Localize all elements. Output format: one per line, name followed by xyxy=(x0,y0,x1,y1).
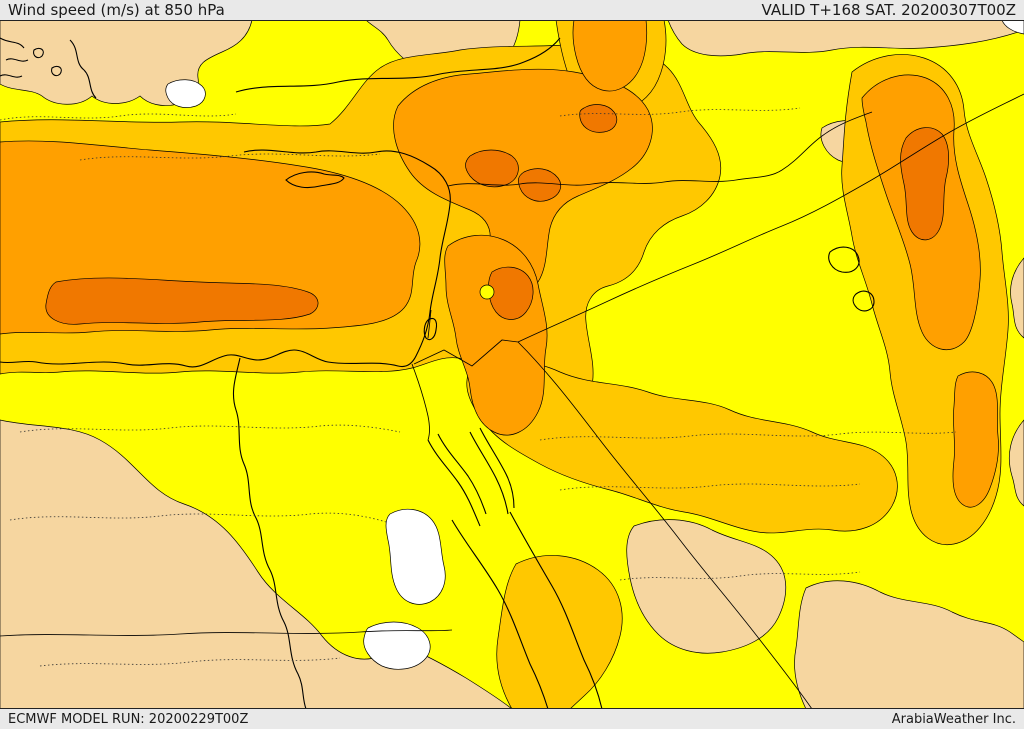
orange-region xyxy=(572,20,648,92)
nile-river xyxy=(232,357,307,709)
dark-orange-core xyxy=(45,277,319,325)
border-sinai-west xyxy=(411,363,430,441)
dotted-boundaries xyxy=(0,107,957,667)
yellow-eye-contour xyxy=(479,284,495,300)
border-jordan-valley xyxy=(427,309,432,339)
dead-sea xyxy=(423,317,438,341)
valid-time-label: VALID T+168 SAT. 20200307T00Z xyxy=(761,1,1016,19)
red-sea-coast xyxy=(427,427,603,709)
tan-region xyxy=(667,20,1024,57)
gold-region xyxy=(466,360,898,534)
tan-region xyxy=(626,519,787,654)
eastern-lakes xyxy=(828,246,875,312)
header-bar: Wind speed (m/s) at 850 hPa VALID T+168 … xyxy=(0,0,1024,20)
aegean-coast xyxy=(0,37,97,99)
wind-speed-contour-map xyxy=(0,20,1024,709)
border-egypt-sudan xyxy=(0,629,453,637)
dotted-line xyxy=(559,107,801,117)
border-jordan-saudi-zigzag xyxy=(413,339,519,367)
tan-region xyxy=(1010,257,1024,339)
tan-region xyxy=(1009,419,1024,507)
dark-orange-core xyxy=(518,168,562,202)
dark-orange-core xyxy=(465,149,519,188)
model-run-label: ECMWF MODEL RUN: 20200229T00Z xyxy=(8,711,249,727)
country-borders xyxy=(0,93,1024,709)
white-patch xyxy=(385,508,446,605)
dark-orange-core xyxy=(579,104,618,133)
dotted-line xyxy=(619,571,861,581)
map-title: Wind speed (m/s) at 850 hPa xyxy=(8,1,225,19)
band-white-patches xyxy=(165,20,1024,670)
white-patch xyxy=(363,621,431,670)
white-patch xyxy=(1001,20,1024,35)
band-dark-orange-cores xyxy=(45,104,949,325)
tan-region xyxy=(794,580,1024,709)
footer-bar: ECMWF MODEL RUN: 20200229T00Z ArabiaWeat… xyxy=(0,709,1024,729)
map-frame xyxy=(0,20,1024,709)
dotted-line xyxy=(539,431,957,441)
dotted-line xyxy=(0,113,237,121)
coastlines xyxy=(0,37,875,709)
border-northeast-diagonal xyxy=(517,93,1024,343)
border-turkey-south xyxy=(447,111,873,187)
gold-region xyxy=(496,555,623,709)
dark-orange-core xyxy=(900,127,949,241)
black-sea-coast xyxy=(235,37,561,93)
mediterranean-coast xyxy=(0,149,451,368)
orange-region xyxy=(952,371,999,508)
map-area xyxy=(0,20,1024,709)
cyprus-island xyxy=(285,171,345,189)
border-southeast-diagonal xyxy=(517,341,813,709)
white-patch xyxy=(165,79,206,108)
dark-orange-core xyxy=(488,266,534,320)
credit-label: ArabiaWeather Inc. xyxy=(891,711,1016,727)
